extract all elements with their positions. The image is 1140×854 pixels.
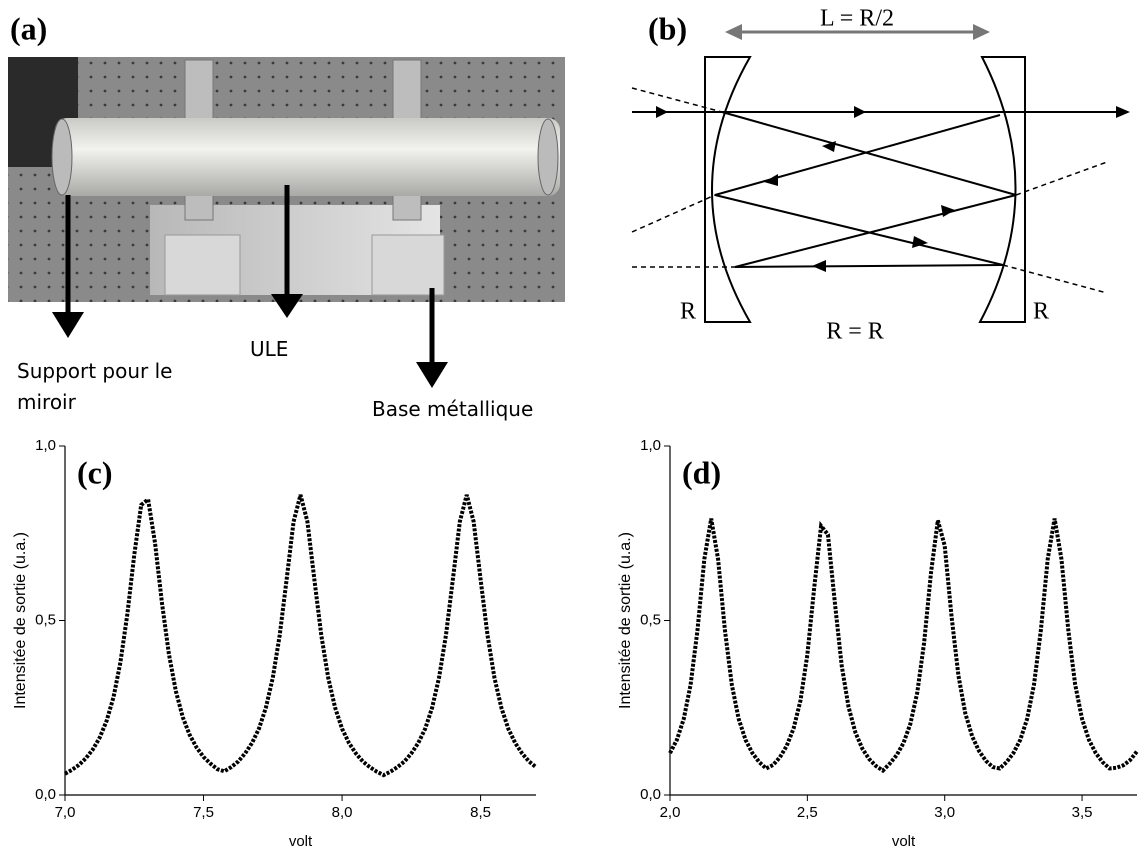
x-tick-label: 2,5 (797, 804, 818, 821)
relation-label: R = R (826, 319, 884, 345)
x-axis-title: volt (892, 833, 916, 850)
x-tick-label: 3,5 (1072, 804, 1093, 821)
mirror-label: R (1033, 299, 1049, 325)
cavity-diagram (631, 24, 1130, 323)
y-tick-label: 0,0 (35, 786, 56, 803)
panel-label: (c) (77, 454, 113, 490)
x-axis-title: volt (289, 833, 313, 850)
panel-label: (b) (648, 10, 687, 46)
annotation: ULE (250, 337, 289, 361)
photo (8, 57, 565, 302)
data-line (668, 518, 1139, 774)
y-tick-label: 0,5 (640, 611, 661, 628)
panel-label: (a) (10, 10, 47, 46)
y-tick-label: 0,0 (640, 786, 661, 803)
x-tick-label: 8,0 (332, 804, 353, 821)
y-tick-label: 1,0 (640, 437, 661, 454)
length-label: L = R/2 (820, 6, 894, 32)
x-tick-label: 2,0 (660, 804, 681, 821)
x-tick-label: 7,5 (193, 804, 214, 821)
panel-label: (d) (682, 454, 721, 490)
y-axis-title: Intensitée de sortie (u.a.) (617, 532, 634, 709)
annotation: Base métallique (372, 397, 534, 421)
x-tick-label: 7,0 (55, 804, 76, 821)
data-line (64, 494, 538, 778)
y-tick-label: 1,0 (35, 437, 56, 454)
arrows (52, 185, 448, 388)
mirror-label: R (680, 299, 696, 325)
x-tick-label: 3,0 (934, 804, 955, 821)
annotation: Support pour le miroir (17, 359, 173, 414)
y-axis-title: Intensitée de sortie (u.a.) (12, 532, 29, 709)
y-tick-label: 0,5 (35, 611, 56, 628)
x-tick-label: 8,5 (470, 804, 491, 821)
